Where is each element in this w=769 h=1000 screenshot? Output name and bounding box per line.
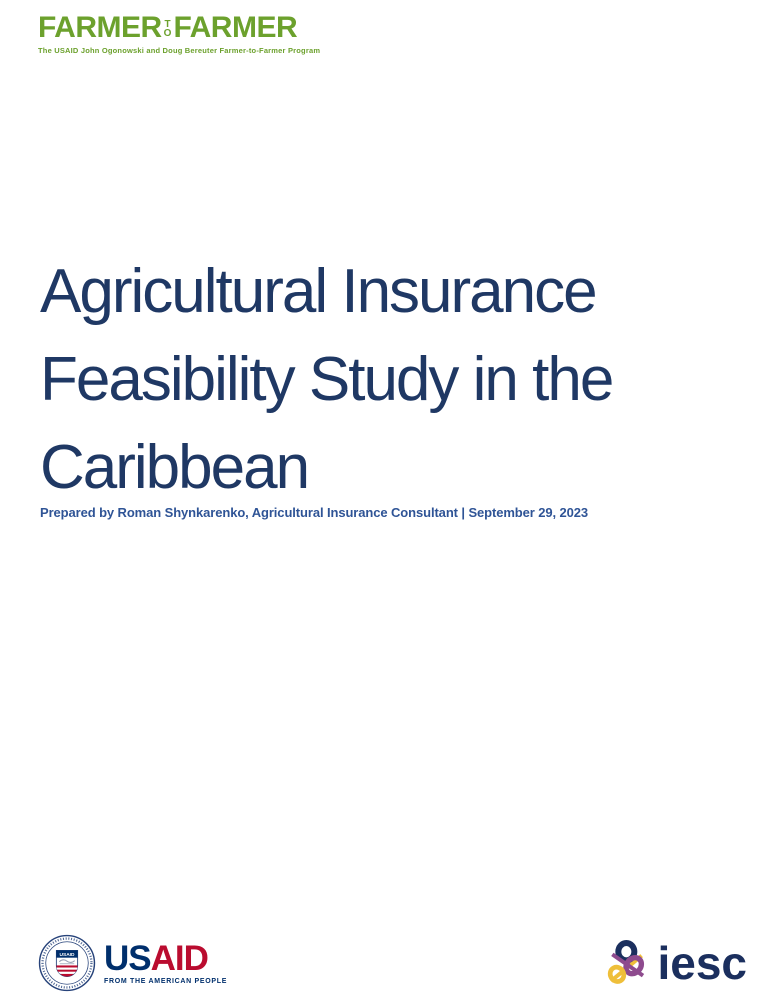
usaid-seal-shield-text: USAID bbox=[59, 952, 75, 958]
farmer-word-right: FARMER bbox=[173, 11, 298, 44]
document-byline: Prepared by Roman Shynkarenko, Agricultu… bbox=[40, 505, 589, 520]
usaid-seal-icon: USAID bbox=[38, 934, 96, 992]
title-line-1: Agricultural Insurance bbox=[40, 257, 598, 326]
farmer-to-stack-o: O bbox=[163, 28, 172, 39]
usaid-logo: USAID USAID FROM THE AMERICAN PE bbox=[38, 934, 227, 992]
farmer-to-farmer-tagline: The USAID John Ogonowski and Doug Bereut… bbox=[38, 46, 321, 55]
iesc-logo: iesc bbox=[607, 939, 747, 987]
usaid-wordmark-aid: AID bbox=[150, 939, 209, 978]
usaid-tagline: FROM THE AMERICAN PEOPLE bbox=[104, 978, 228, 985]
usaid-wordmark: USAID bbox=[104, 941, 227, 976]
usaid-seal-shield: USAID bbox=[55, 949, 79, 977]
farmer-word-left: FARMER bbox=[38, 11, 162, 44]
title-line-2: Feasibility Study in the bbox=[40, 345, 614, 414]
farmer-to-stack-t: T bbox=[164, 19, 171, 30]
farmer-to-stack: T O bbox=[163, 18, 172, 39]
footer-logos: USAID USAID FROM THE AMERICAN PE bbox=[38, 934, 747, 992]
usaid-wordmark-us: US bbox=[104, 939, 152, 978]
iesc-wordmark: iesc bbox=[657, 937, 747, 989]
usaid-text-block: USAID FROM THE AMERICAN PEOPLE bbox=[104, 941, 227, 985]
farmer-to-farmer-wordmark: FARMER T O FARMER bbox=[38, 13, 320, 43]
iesc-knot-icon bbox=[608, 940, 645, 984]
document-title: Agricultural Insurance Feasibility Study… bbox=[40, 248, 740, 512]
title-line-3: Caribbean bbox=[40, 433, 310, 502]
farmer-to-farmer-logo: FARMER T O FARMER The USAID John Ogonows… bbox=[38, 13, 321, 56]
